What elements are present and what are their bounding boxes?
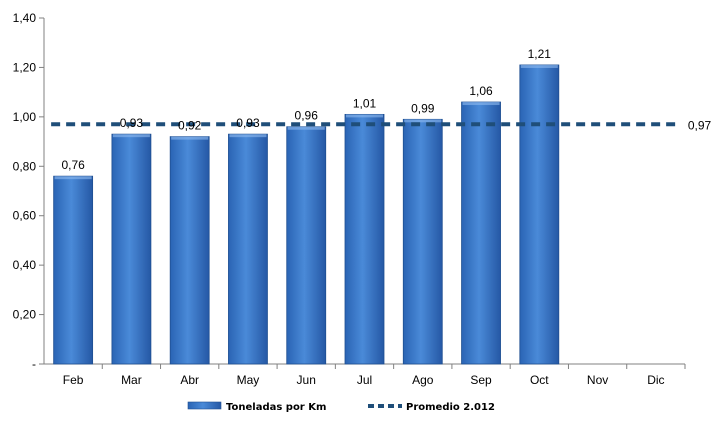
y-tick-label: 0,80	[13, 159, 37, 173]
legend: Toneladas por Km Promedio 2.012	[187, 401, 495, 413]
x-tick-label: Mar	[121, 373, 142, 387]
bar-value-label: 0,96	[295, 109, 319, 123]
legend-label-average: Promedio 2.012	[406, 402, 495, 413]
x-tick-label: Ago	[412, 373, 434, 387]
average-value-label: 0,97	[688, 118, 712, 132]
bar	[344, 113, 385, 365]
bars	[53, 64, 560, 365]
y-tick-label: 0,60	[13, 209, 37, 223]
bar-highlight	[287, 126, 325, 130]
y-tick-label: 1,20	[13, 60, 37, 74]
y-tick-label: -	[32, 357, 36, 371]
y-tick-label: 1,00	[13, 110, 37, 124]
bar	[169, 136, 210, 365]
bar-value-label: 0,92	[178, 119, 202, 133]
x-tick-label: May	[237, 373, 260, 387]
x-tick-label: Nov	[587, 373, 608, 387]
bar-highlight	[54, 176, 92, 180]
bar-highlight	[112, 134, 150, 138]
y-tick-label: 0,20	[13, 308, 37, 322]
data-labels: 0,76 0,93 0,92 0,93 0,96 1,01 0,99 1,06 1,21 0,97	[61, 47, 711, 172]
legend-label-bars: Toneladas por Km	[226, 402, 326, 413]
bar-value-label: 1,01	[353, 96, 377, 110]
bar-value-label: 0,93	[236, 116, 260, 130]
bar	[111, 133, 152, 365]
bar	[519, 64, 560, 365]
bar	[53, 175, 94, 365]
bar	[402, 118, 443, 365]
bar-value-label: 0,76	[61, 158, 85, 172]
bar	[461, 101, 501, 365]
bar-highlight	[404, 119, 442, 123]
bar-value-label: 1,21	[528, 47, 552, 61]
y-tick-label: 0,40	[13, 258, 37, 272]
bar-value-label: 1,06	[469, 84, 493, 98]
x-tick-label: Jul	[357, 373, 372, 387]
bar-highlight	[229, 134, 267, 138]
x-tick-label: Dic	[647, 373, 664, 387]
x-tick-label: Abr	[180, 373, 199, 387]
axes: - 0,20 0,40 0,60 0,80 1,00 1,20 1,40 Feb Mar Abr Ma…	[13, 11, 686, 387]
x-tick-label: Feb	[63, 373, 84, 387]
x-tick-label: Oct	[530, 373, 549, 387]
bar	[228, 133, 268, 365]
legend-swatch-bars	[187, 401, 222, 410]
bar-highlight	[171, 136, 209, 140]
x-tick-label: Sep	[470, 373, 492, 387]
bar	[286, 126, 327, 365]
x-tick-label: Jun	[297, 373, 316, 387]
bar-highlight	[520, 64, 558, 68]
bar-value-label: 0,99	[411, 101, 435, 115]
bar-highlight	[462, 102, 500, 106]
bar-highlight	[346, 114, 383, 118]
y-tick-label: 1,40	[13, 11, 37, 25]
bar-value-label: 0,93	[120, 116, 144, 130]
